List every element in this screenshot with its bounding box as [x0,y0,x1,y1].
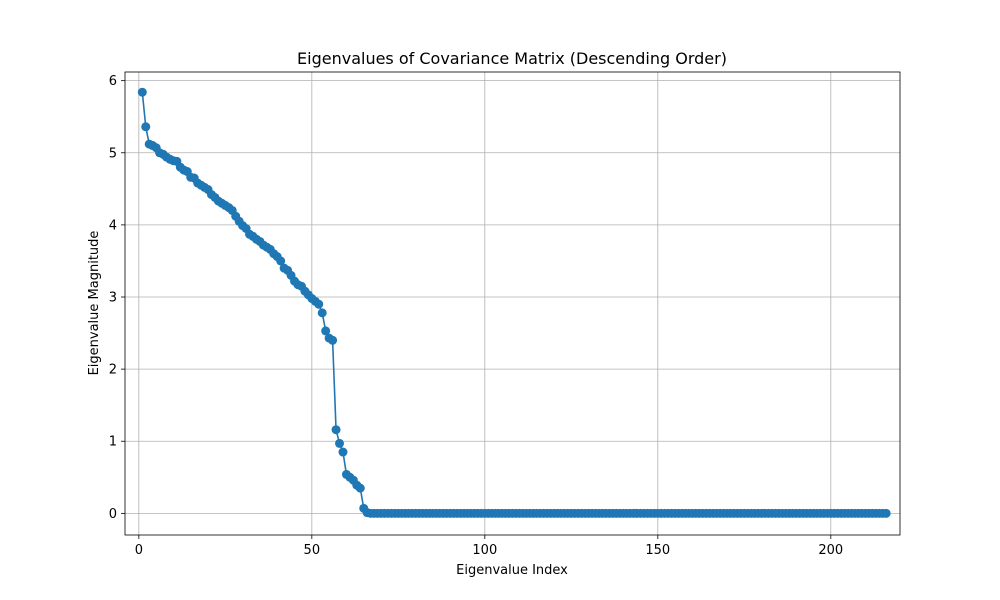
chart-title: Eigenvalues of Covariance Matrix (Descen… [297,49,727,68]
data-point [141,122,151,132]
data-point [328,335,338,345]
axes-frame [124,71,901,536]
y-axis-ticks: 0 1 2 3 4 5 6 [109,74,125,522]
data-point [355,483,365,493]
data-point [137,87,147,97]
data-point [338,447,348,457]
y-tick-label: 6 [109,74,117,89]
y-tick-label: 1 [109,435,117,450]
data-point [314,299,324,309]
x-tick-label: 100 [472,543,497,558]
data-point [331,425,341,435]
y-tick-label: 2 [109,363,117,378]
data-point [881,508,891,518]
x-tick-label: 0 [135,543,143,558]
y-tick-label: 0 [109,507,117,522]
x-axis-ticks: 0 50 100 150 200 [135,535,843,558]
data-point [321,326,331,336]
y-tick-label: 5 [109,146,117,161]
y-tick-label: 3 [109,291,117,306]
series-line-layer [141,92,887,515]
y-tick-label: 4 [109,218,117,233]
x-tick-label: 150 [645,543,670,558]
x-tick-label: 200 [818,543,843,558]
x-axis-label: Eigenvalue Index [456,563,568,578]
x-tick-label: 50 [304,543,321,558]
data-point [276,256,286,266]
data-point [335,438,345,448]
y-axis-label: Eigenvalue Magnitude [87,231,102,376]
data-point [317,308,327,318]
grid-lines [125,72,900,535]
data-points [137,87,891,518]
series-line [141,92,887,515]
